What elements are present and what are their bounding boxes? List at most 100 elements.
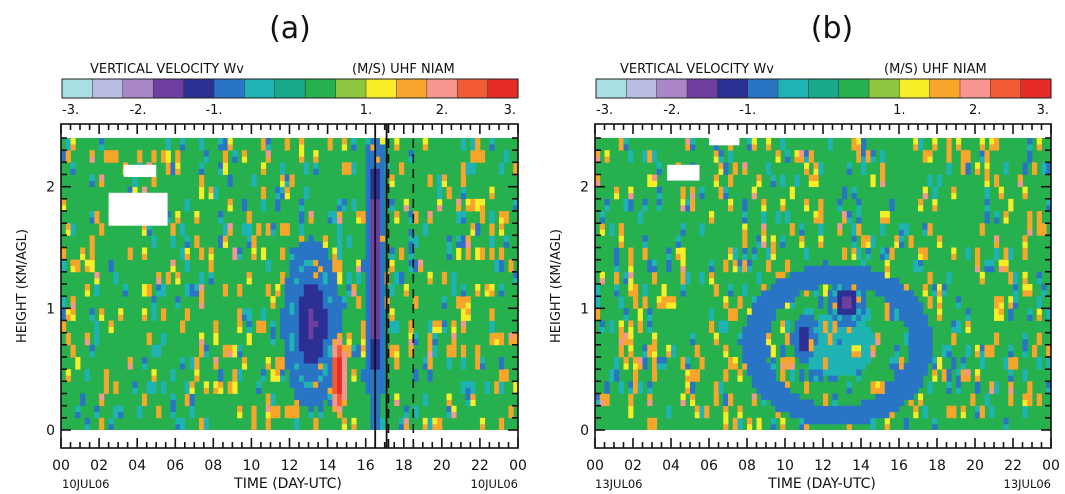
colorbar-swatch xyxy=(487,78,519,99)
field-cell xyxy=(365,338,371,346)
field-cell xyxy=(599,277,605,285)
field-cell xyxy=(975,405,981,413)
field-cell xyxy=(614,277,620,285)
field-cell xyxy=(341,302,348,309)
field-cell xyxy=(303,277,309,285)
field-cell xyxy=(418,265,424,273)
field-cell xyxy=(503,150,509,157)
field-cell xyxy=(489,192,495,200)
missing-data-region xyxy=(123,164,157,177)
field-cell xyxy=(737,259,743,267)
field-cell xyxy=(747,259,753,267)
field-cell xyxy=(799,223,805,230)
field-cell xyxy=(1046,363,1052,370)
field-cell xyxy=(628,271,634,279)
field-cell xyxy=(913,320,919,327)
field-cell xyxy=(327,381,333,388)
field-cell xyxy=(842,192,848,200)
field-cell xyxy=(937,235,943,242)
field-cell xyxy=(289,369,295,376)
field-cell xyxy=(652,259,658,267)
field-cell xyxy=(842,217,848,224)
field-cell xyxy=(756,357,762,364)
field-cell xyxy=(465,393,471,400)
field-cell xyxy=(818,332,824,340)
field-cell xyxy=(294,290,300,297)
field-cell xyxy=(289,363,295,370)
field-cell xyxy=(146,381,152,388)
field-cell xyxy=(408,211,414,218)
field-cell xyxy=(751,344,757,352)
field-cell xyxy=(427,350,433,358)
field-cell xyxy=(813,217,819,224)
field-cell xyxy=(922,363,928,370)
field-cell xyxy=(761,296,767,303)
field-cell xyxy=(865,399,871,407)
field-cell xyxy=(642,302,648,309)
field-cell xyxy=(170,223,176,230)
field-cell xyxy=(851,417,857,425)
field-cell xyxy=(818,326,824,334)
field-cell xyxy=(799,241,805,248)
field-cell xyxy=(903,369,909,376)
field-cell xyxy=(1022,186,1028,194)
field-cell xyxy=(65,308,71,315)
field-cell xyxy=(609,369,615,376)
field-cell xyxy=(766,320,772,327)
field-cell xyxy=(918,253,924,261)
field-cell xyxy=(1036,363,1042,370)
field-cell xyxy=(1022,375,1028,382)
field-cell xyxy=(265,229,271,236)
field-cell xyxy=(156,284,162,291)
field-cell xyxy=(337,344,343,352)
field-cell xyxy=(284,284,290,291)
field-cell xyxy=(379,357,386,364)
field-cell xyxy=(403,411,409,419)
field-cell xyxy=(356,271,362,279)
field-cell xyxy=(647,150,653,157)
field-cell xyxy=(856,308,862,315)
field-cell xyxy=(99,223,105,230)
field-cell xyxy=(365,381,371,388)
field-cell xyxy=(709,265,715,273)
field-cell xyxy=(203,150,209,157)
field-cell xyxy=(365,156,371,163)
field-cell xyxy=(260,326,267,334)
field-cell xyxy=(908,399,914,407)
field-cell xyxy=(337,253,343,261)
field-cell xyxy=(70,144,76,151)
colorbar-swatch xyxy=(929,78,961,99)
field-cell xyxy=(827,369,833,376)
field-cell xyxy=(379,314,386,321)
field-cell xyxy=(322,338,328,346)
field-cell xyxy=(237,290,243,297)
field-cell xyxy=(475,150,481,157)
field-cell xyxy=(989,138,995,145)
field-cell xyxy=(960,405,966,413)
field-cell xyxy=(108,417,114,425)
field-cell xyxy=(927,302,933,309)
field-cell xyxy=(379,271,386,279)
field-cell xyxy=(723,320,729,327)
field-cell xyxy=(99,144,105,151)
field-cell xyxy=(303,338,309,346)
field-cell xyxy=(813,174,819,181)
field-cell xyxy=(370,247,376,254)
field-cell xyxy=(742,290,748,297)
field-cell xyxy=(299,350,305,358)
field-cell xyxy=(918,204,924,212)
field-cell xyxy=(370,344,376,352)
field-cell xyxy=(595,174,601,181)
field-cell xyxy=(322,241,328,248)
field-cell xyxy=(865,338,871,346)
field-cell xyxy=(208,247,214,254)
missing-data-region xyxy=(709,138,740,146)
field-cell xyxy=(846,332,852,340)
field-cell xyxy=(127,357,133,364)
field-cell xyxy=(837,302,843,309)
field-cell xyxy=(379,174,386,181)
field-cell xyxy=(742,357,748,364)
field-cell xyxy=(175,271,181,279)
field-cell xyxy=(633,290,639,297)
field-cell xyxy=(279,314,286,321)
